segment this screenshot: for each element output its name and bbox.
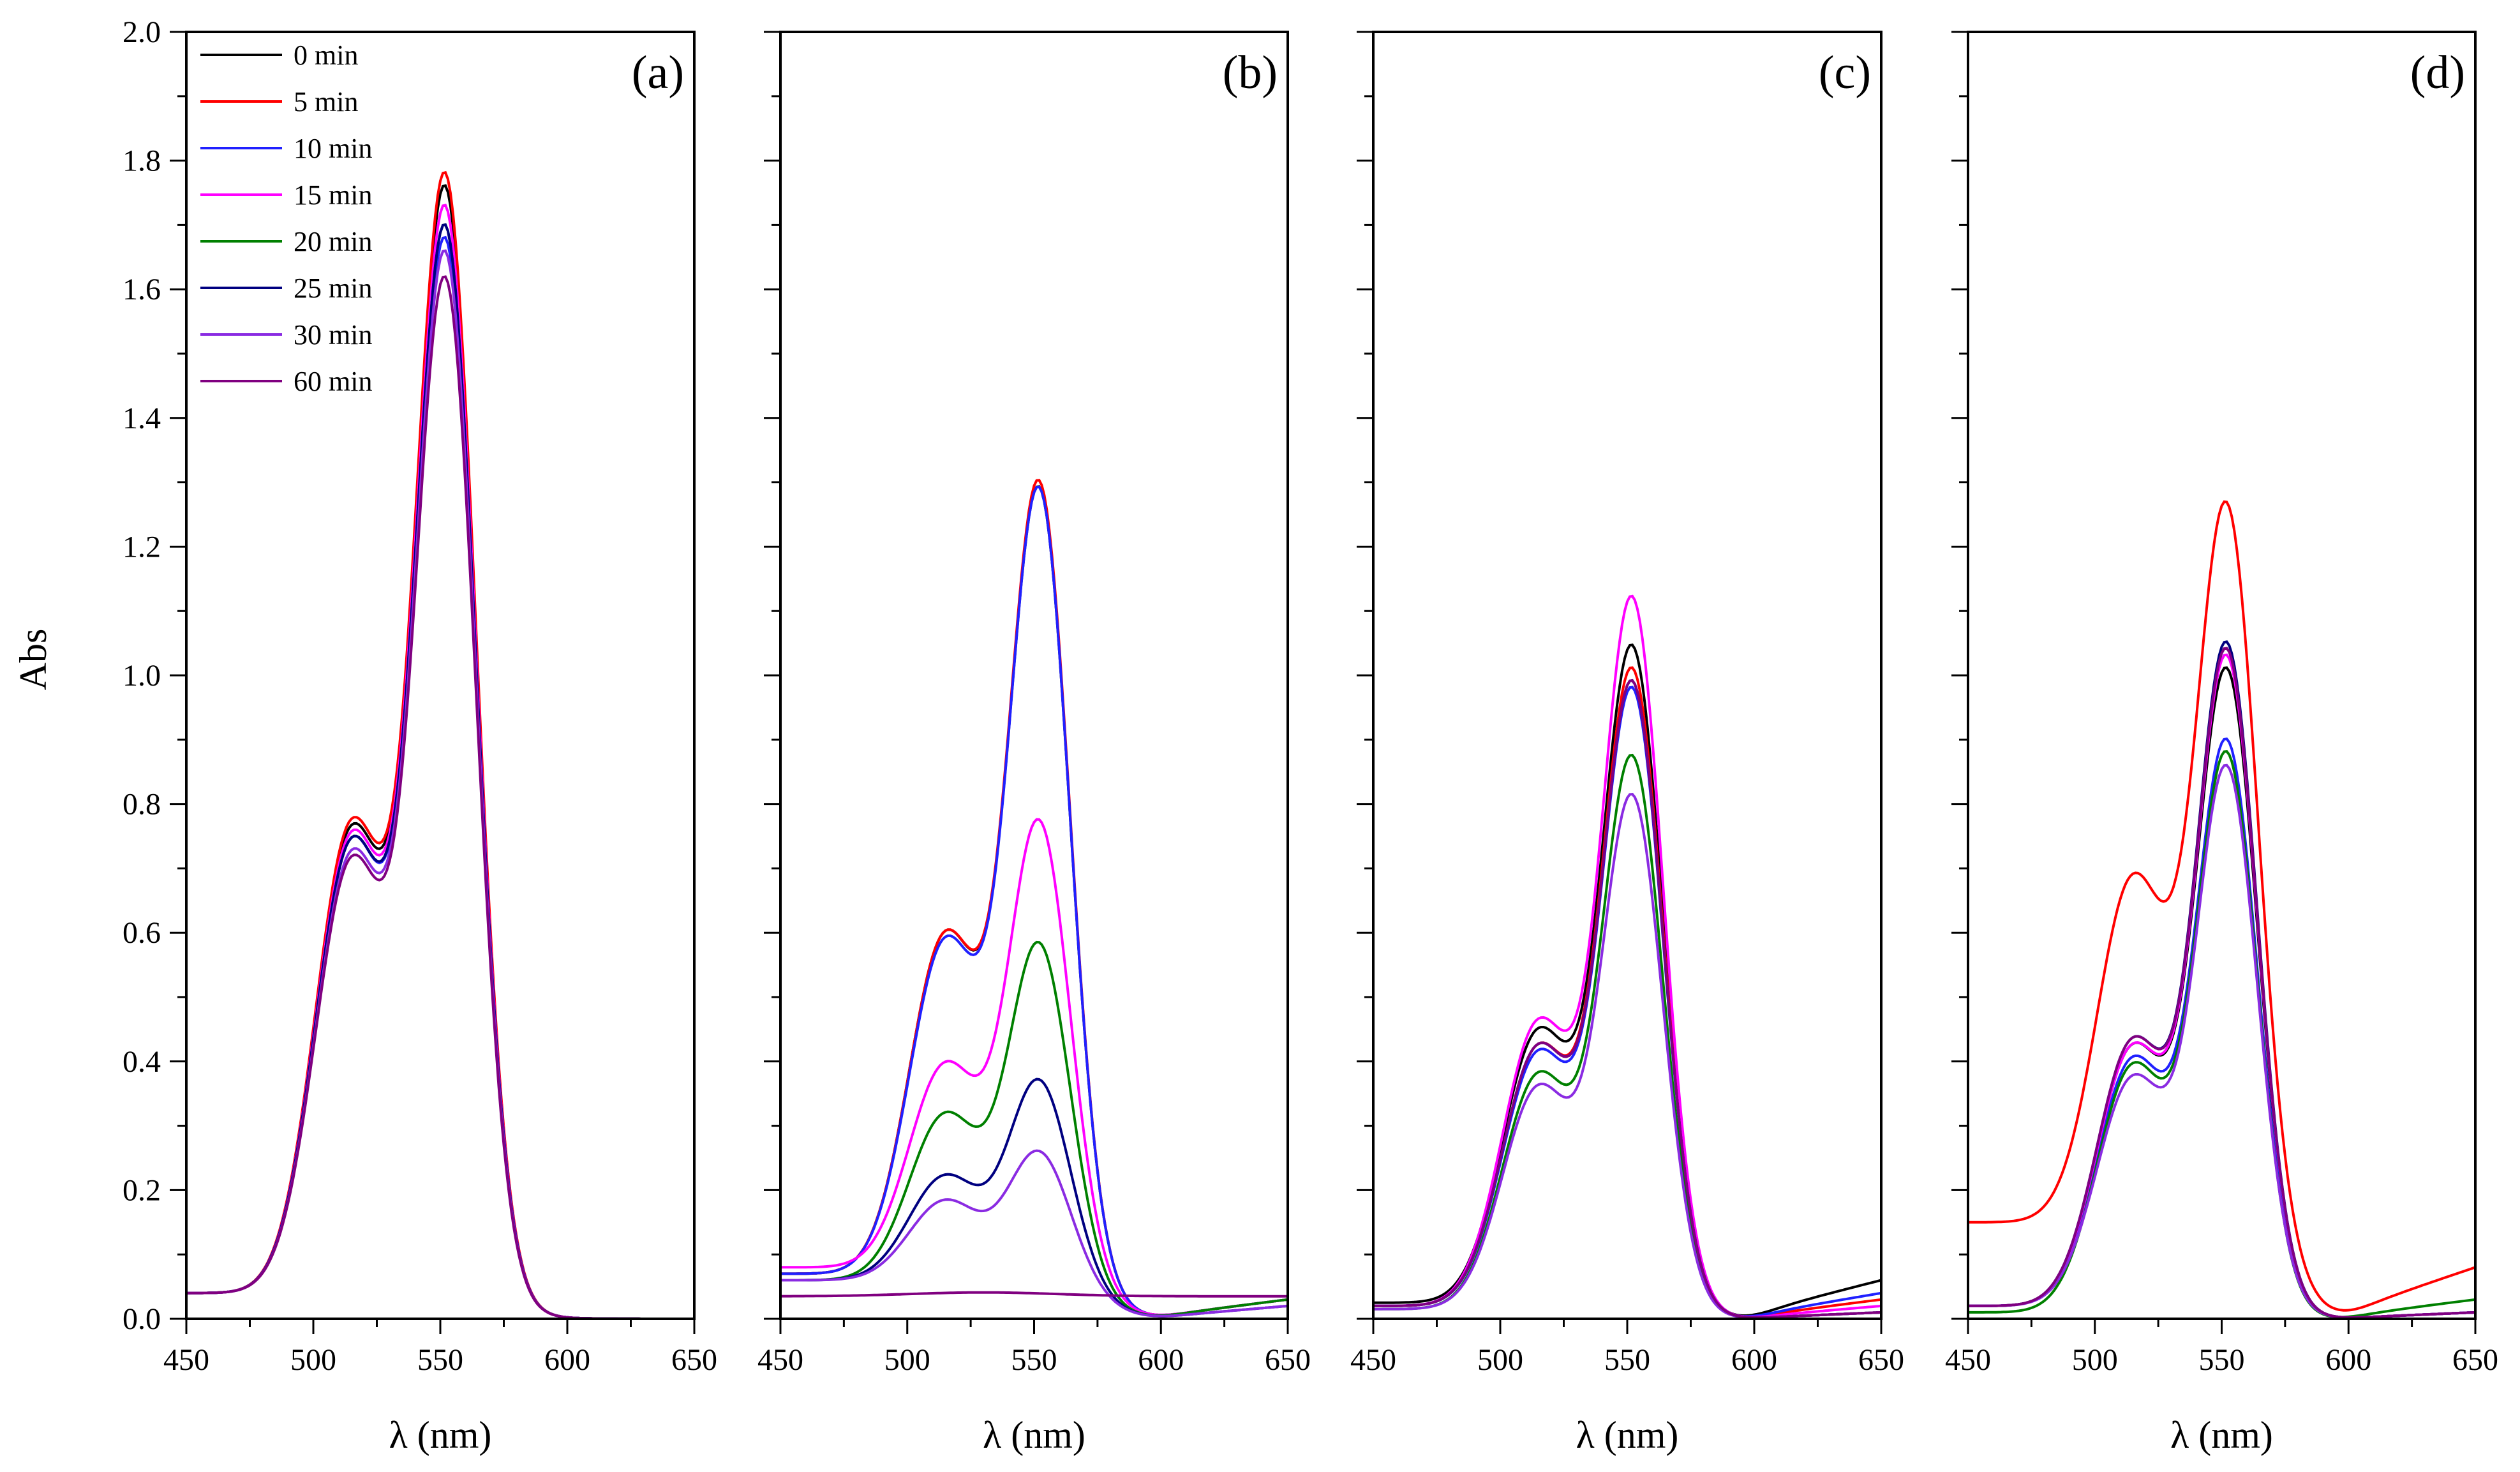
x-tick-label: 500 [884, 1343, 930, 1377]
legend-label: 5 min [294, 86, 358, 117]
x-tick-label: 650 [1265, 1343, 1311, 1377]
y-tick-label: 0.0 [123, 1302, 161, 1336]
legend: 0 min 5 min 10 min 15 min 20 min 25 min 30 min… [200, 40, 372, 397]
y-tick-label: 1.6 [123, 273, 161, 306]
series-line-30-min [1968, 763, 2475, 1319]
y-tick-label: 0.8 [123, 788, 161, 822]
series-line-25-min [186, 223, 694, 1319]
panels-group: 450 500 550 600 650 0.0 0.2 0.4 0.6 0.8 1.0 1.2 1.4 1… [123, 15, 2498, 1456]
x-axis-title: λ (nm) [1576, 1414, 1679, 1456]
x-tick-label: 450 [1945, 1343, 1991, 1377]
x-tick-label: 600 [544, 1343, 590, 1377]
panel-label: (c) [1819, 47, 1871, 99]
x-axis-title: λ (nm) [2170, 1414, 2273, 1456]
y-tick-label: 1.4 [123, 402, 161, 435]
series-line-30-min [186, 249, 694, 1319]
y-axis-title: Abs [12, 629, 54, 691]
legend-label: 60 min [294, 366, 372, 397]
panel-label: (d) [2410, 47, 2465, 99]
series-line-60-min [1968, 647, 2475, 1319]
x-tick-label: 450 [1350, 1343, 1396, 1377]
series-line-5-min [186, 170, 694, 1319]
y-tick-label: 1.2 [123, 530, 161, 564]
series-lines [186, 170, 694, 1319]
panel-c: 450 500 550 600 650 λ (nm) (c) [1350, 31, 1904, 1456]
series-line-20-min [1968, 749, 2475, 1319]
x-tick-label: 600 [1138, 1343, 1184, 1377]
x-tick-label: 650 [671, 1343, 717, 1377]
x-tick-label: 650 [2452, 1343, 2498, 1377]
series-line-0-min [186, 184, 694, 1319]
y-tick-label: 1.8 [123, 144, 161, 178]
series-line-5-min [780, 479, 1288, 1317]
x-tick-label: 550 [1604, 1343, 1650, 1377]
panel-label: (b) [1223, 47, 1278, 99]
series-line-0-min [780, 485, 1288, 1317]
plot-frame [779, 31, 1289, 1320]
legend-label: 15 min [294, 179, 372, 211]
series-line-60-min [780, 1291, 1288, 1298]
series-line-20-min [186, 223, 694, 1319]
legend-label: 25 min [294, 273, 372, 304]
series-line-15-min [1373, 594, 1881, 1319]
series-line-0-min [1968, 666, 2475, 1319]
y-tick-label: 0.4 [123, 1045, 161, 1079]
x-tick-label: 550 [2199, 1343, 2245, 1377]
x-tick-label: 450 [757, 1343, 803, 1377]
panel-d: 450 500 550 600 650 λ (nm) (d) [1945, 31, 2498, 1456]
x-tick-label: 550 [417, 1343, 463, 1377]
x-tick-label: 600 [1731, 1343, 1777, 1377]
legend-label: 20 min [294, 226, 372, 257]
x-axis-title: λ (nm) [389, 1414, 492, 1456]
x-tick-label: 500 [1477, 1343, 1523, 1377]
series-lines [1373, 594, 1881, 1319]
x-tick-label: 550 [1011, 1343, 1057, 1377]
series-line-5-min [1968, 500, 2475, 1312]
series-line-10-min [1373, 686, 1881, 1318]
x-tick-label: 600 [2325, 1343, 2371, 1377]
series-lines [1968, 500, 2475, 1319]
legend-label: 0 min [294, 40, 358, 71]
y-tick-label: 1.0 [123, 659, 161, 693]
series-line-20-min [780, 940, 1288, 1317]
series-line-15-min [780, 818, 1288, 1316]
y-tick-label: 0.2 [123, 1173, 161, 1207]
series-lines [780, 479, 1288, 1318]
y-tick-label: 2.0 [123, 15, 161, 49]
series-line-30-min [780, 1149, 1288, 1318]
x-tick-label: 450 [163, 1343, 209, 1377]
series-line-60-min [186, 275, 694, 1319]
panel-a: 450 500 550 600 650 0.0 0.2 0.4 0.6 0.8 1.0 1.2 1.4 1… [123, 15, 717, 1456]
series-line-25-min [780, 1078, 1288, 1318]
x-tick-label: 650 [1858, 1343, 1904, 1377]
series-line-5-min [1373, 666, 1881, 1318]
series-line-25-min [1373, 679, 1881, 1319]
panel-b: 450 500 550 600 650 λ (nm) (b) [757, 31, 1311, 1456]
y-tick-label: 0.6 [123, 916, 161, 950]
x-tick-label: 500 [290, 1343, 336, 1377]
panel-label: (a) [632, 47, 684, 99]
series-line-10-min [1968, 737, 2475, 1319]
legend-label: 10 min [294, 133, 372, 164]
series-line-10-min [780, 485, 1288, 1317]
series-line-20-min [1373, 753, 1881, 1319]
legend-label: 30 min [294, 319, 372, 350]
series-line-10-min [186, 236, 694, 1319]
x-axis-title: λ (nm) [983, 1414, 1085, 1456]
series-line-0-min [1373, 643, 1881, 1318]
series-line-60-min [1373, 679, 1881, 1319]
plot-frame [185, 31, 696, 1320]
x-tick-label: 500 [2072, 1343, 2118, 1377]
series-line-30-min [1373, 793, 1881, 1319]
series-line-15-min [186, 204, 694, 1319]
